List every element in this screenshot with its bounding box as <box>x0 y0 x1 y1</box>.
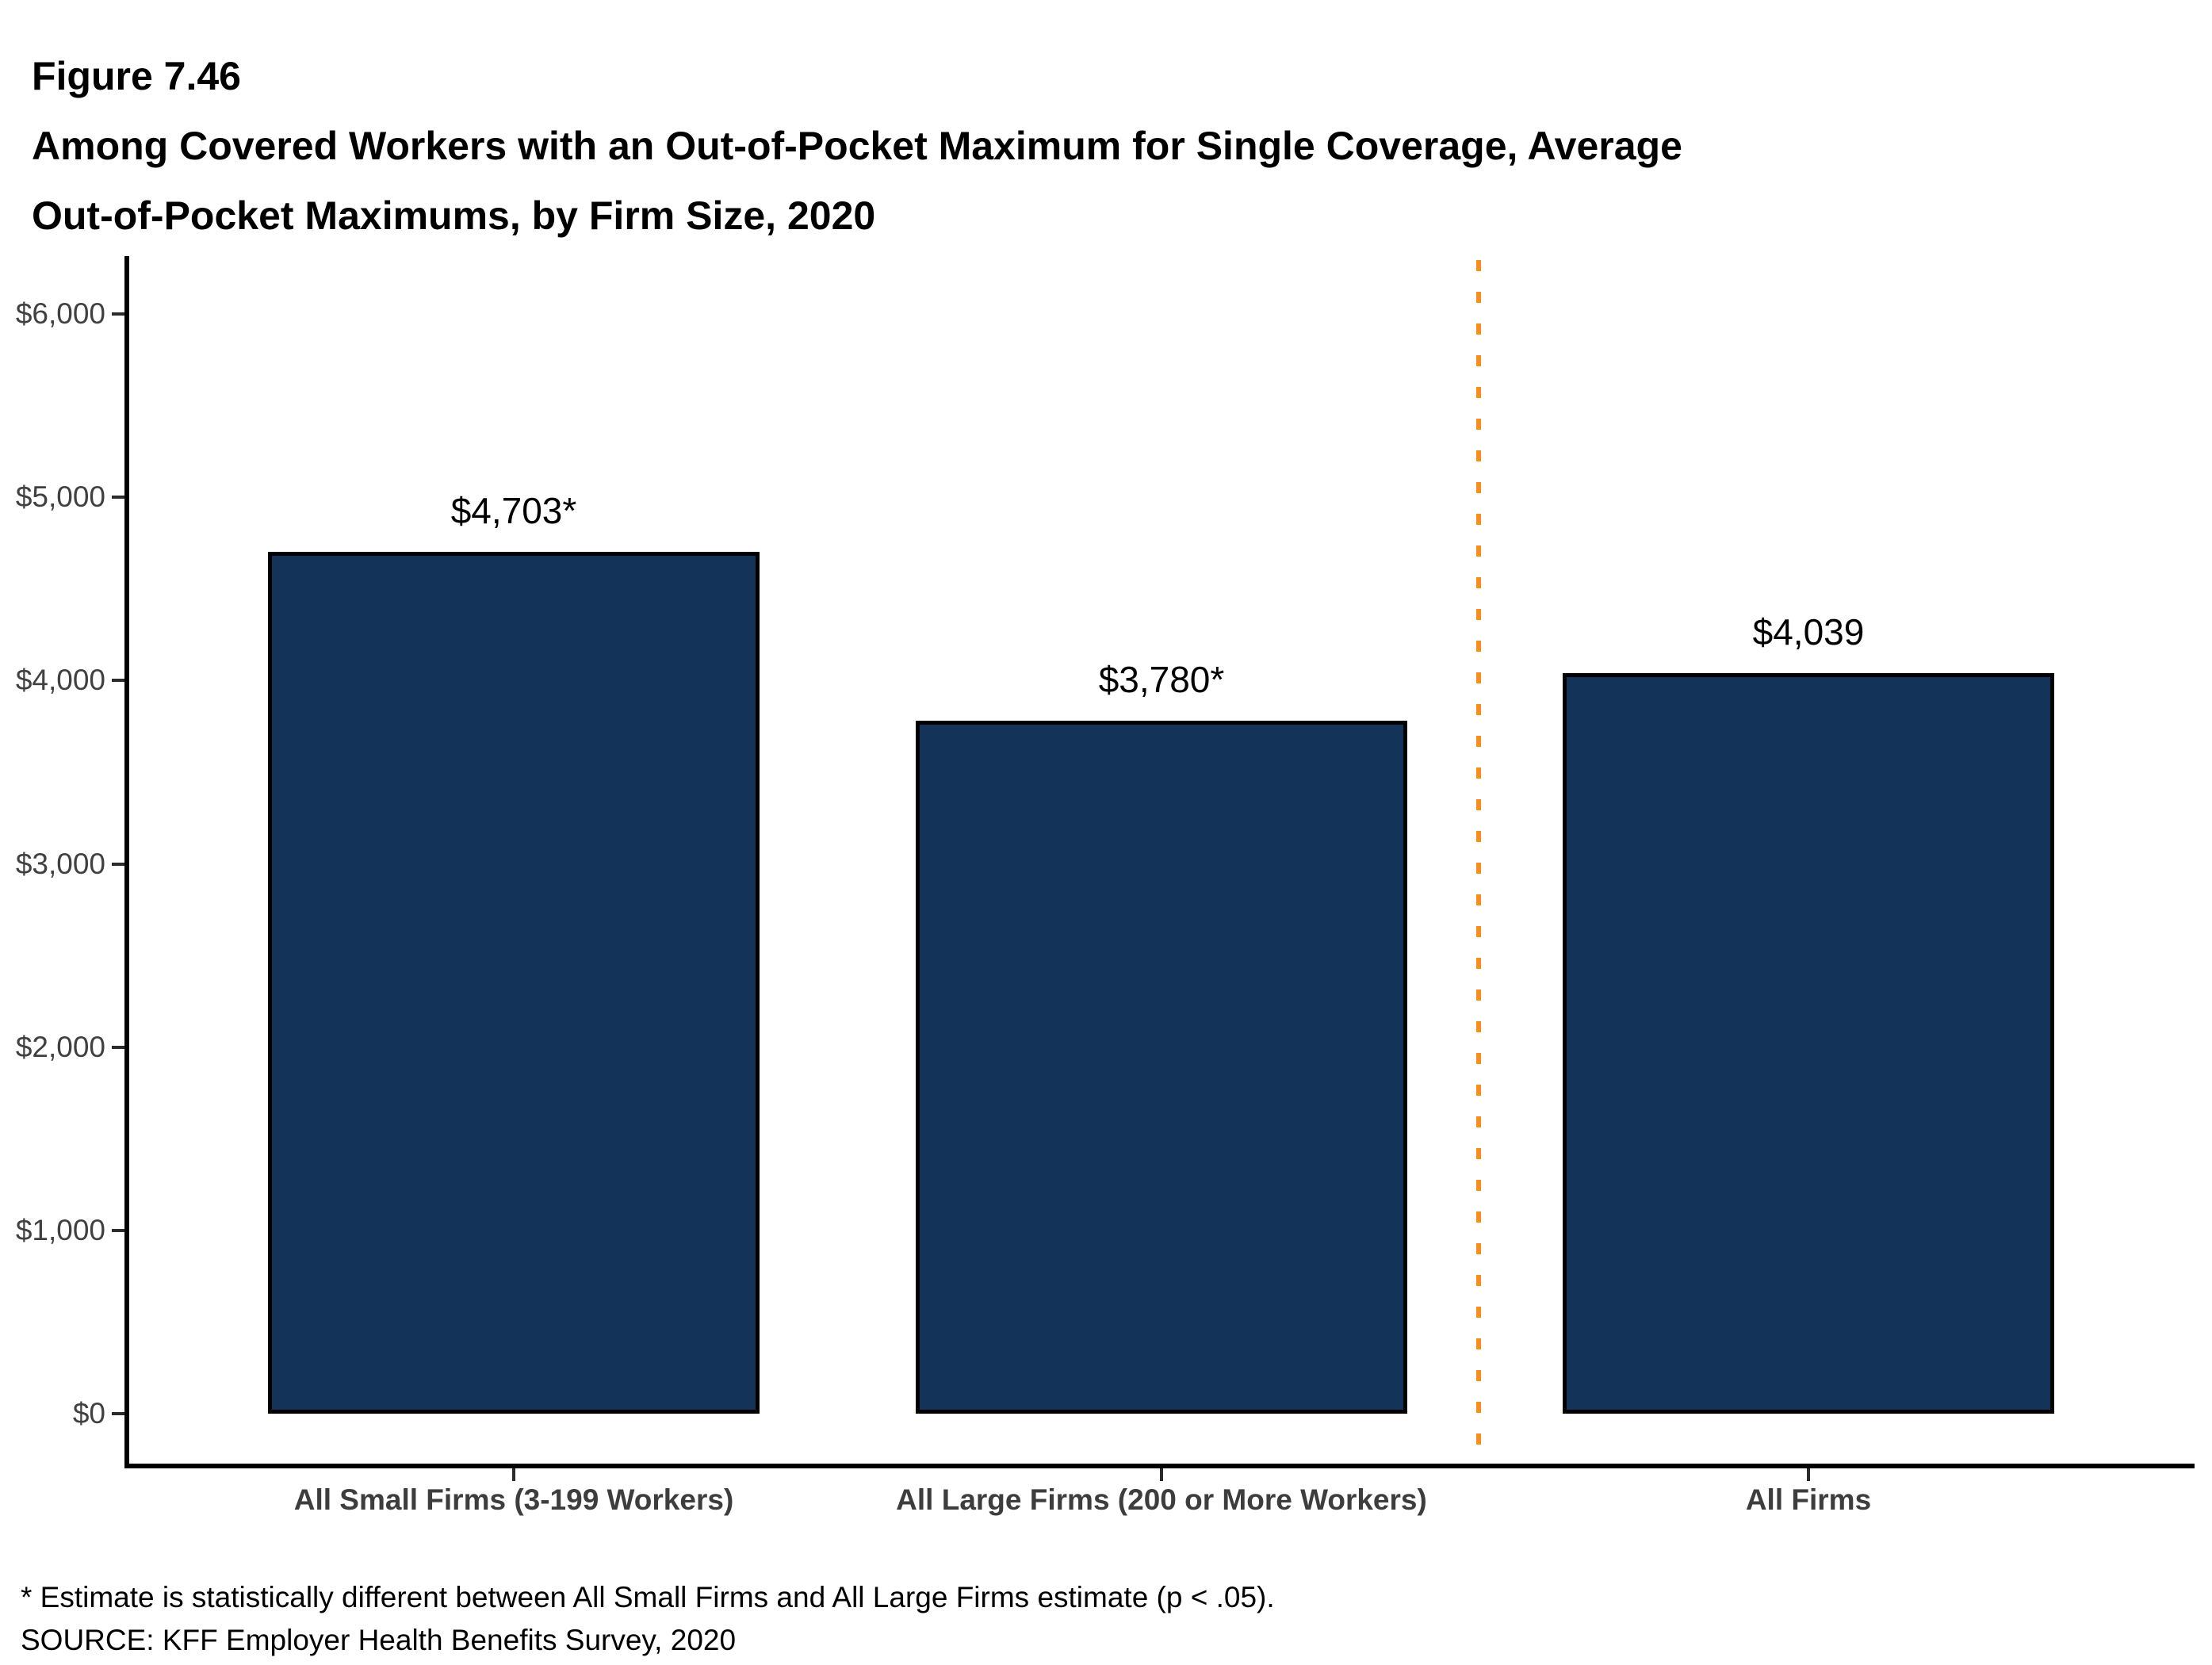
x-axis-category-label: All Firms <box>1745 1483 1872 1516</box>
figure-title-line-1: Among Covered Workers with an Out-of-Poc… <box>32 124 1682 168</box>
y-tick-label: $4,000 <box>15 664 105 696</box>
footnote-significance: * Estimate is statistically different be… <box>21 1581 1275 1613</box>
chart-notes: * Estimate is statistically different be… <box>21 1576 1275 1662</box>
x-tick-mark <box>512 1468 515 1481</box>
figure-number: Figure 7.46 <box>32 54 241 98</box>
y-tick-mark <box>112 1229 124 1232</box>
y-tick-label: $5,000 <box>15 480 105 513</box>
y-tick-label: $0 <box>72 1397 105 1430</box>
y-axis-line <box>124 256 129 1468</box>
y-tick-label: $6,000 <box>15 297 105 330</box>
y-tick-mark <box>112 1412 124 1415</box>
bar-value-label: $4,703* <box>450 490 577 531</box>
y-tick-label: $3,000 <box>15 848 105 880</box>
x-tick-mark <box>1160 1468 1163 1481</box>
y-tick-mark <box>112 312 124 316</box>
y-tick-mark <box>112 496 124 499</box>
x-axis-category-label: All Small Firms (3-199 Workers) <box>293 1483 734 1516</box>
y-tick-mark <box>112 863 124 866</box>
y-tick-label: $1,000 <box>15 1214 105 1246</box>
figure-header: Figure 7.46 Among Covered Workers with a… <box>32 41 1682 251</box>
firm-size-divider-dashed-line <box>1476 260 1481 1464</box>
bar-value-label: $3,780* <box>1098 659 1225 700</box>
x-tick-mark <box>1807 1468 1810 1481</box>
y-tick-mark <box>112 1046 124 1049</box>
bar-1 <box>268 552 760 1414</box>
x-axis-category-label: All Large Firms (200 or More Workers) <box>896 1483 1427 1516</box>
y-tick-label: $2,000 <box>15 1031 105 1063</box>
x-axis-line <box>124 1464 2195 1468</box>
bar-3 <box>1563 673 2054 1414</box>
figure-title-line-2: Out-of-Pocket Maximums, by Firm Size, 20… <box>32 193 876 238</box>
footnote-source: SOURCE: KFF Employer Health Benefits Sur… <box>21 1624 737 1656</box>
bar-value-label: $4,039 <box>1752 611 1865 653</box>
y-tick-mark <box>112 679 124 682</box>
bar-2 <box>916 721 1407 1414</box>
